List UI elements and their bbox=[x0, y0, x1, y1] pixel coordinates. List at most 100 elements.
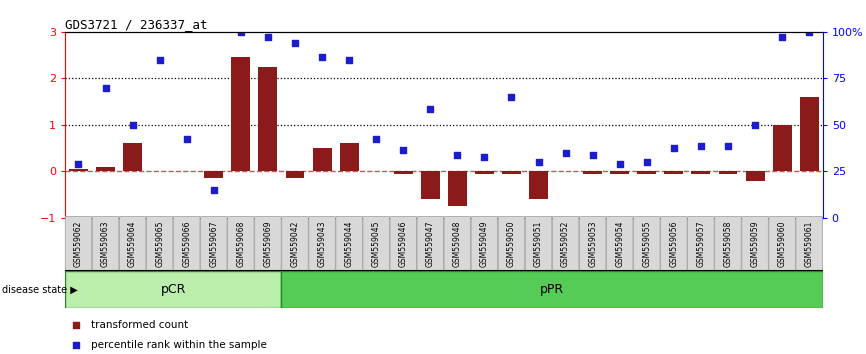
Text: transformed count: transformed count bbox=[92, 320, 189, 330]
Point bbox=[234, 29, 248, 35]
Text: GSM559060: GSM559060 bbox=[778, 220, 786, 267]
Bar bbox=[231, 57, 250, 171]
FancyBboxPatch shape bbox=[255, 217, 281, 271]
FancyBboxPatch shape bbox=[471, 217, 498, 271]
Text: GSM559054: GSM559054 bbox=[615, 220, 624, 267]
Text: GSM559047: GSM559047 bbox=[426, 220, 435, 267]
FancyBboxPatch shape bbox=[363, 217, 390, 271]
Point bbox=[450, 152, 464, 158]
Bar bbox=[719, 171, 738, 173]
Point bbox=[342, 57, 356, 63]
Point bbox=[613, 161, 627, 167]
Bar bbox=[583, 171, 602, 173]
FancyBboxPatch shape bbox=[417, 217, 443, 271]
Bar bbox=[637, 171, 656, 173]
Bar bbox=[529, 171, 548, 199]
FancyBboxPatch shape bbox=[688, 217, 714, 271]
Text: GSM559063: GSM559063 bbox=[101, 220, 110, 267]
Text: GSM559043: GSM559043 bbox=[318, 220, 326, 267]
Point bbox=[180, 136, 194, 142]
FancyBboxPatch shape bbox=[553, 217, 578, 271]
Point bbox=[126, 122, 139, 128]
Point bbox=[397, 148, 410, 153]
Bar bbox=[691, 171, 710, 173]
Text: GSM559053: GSM559053 bbox=[588, 220, 598, 267]
Text: GSM559056: GSM559056 bbox=[669, 220, 678, 267]
Text: GSM559065: GSM559065 bbox=[155, 220, 165, 267]
Text: GSM559046: GSM559046 bbox=[398, 220, 408, 267]
FancyBboxPatch shape bbox=[714, 217, 741, 271]
Point bbox=[532, 159, 546, 165]
Text: GSM559059: GSM559059 bbox=[751, 220, 759, 267]
Point bbox=[69, 342, 83, 348]
Point bbox=[261, 34, 275, 39]
Point bbox=[477, 154, 491, 160]
FancyBboxPatch shape bbox=[281, 217, 308, 271]
FancyBboxPatch shape bbox=[742, 217, 768, 271]
Point bbox=[775, 34, 789, 39]
Text: GSM559069: GSM559069 bbox=[263, 220, 273, 267]
Text: GSM559067: GSM559067 bbox=[210, 220, 218, 267]
Point bbox=[423, 106, 437, 112]
FancyBboxPatch shape bbox=[444, 217, 470, 271]
Bar bbox=[65, 271, 281, 308]
FancyBboxPatch shape bbox=[146, 217, 173, 271]
Text: GSM559052: GSM559052 bbox=[561, 220, 570, 267]
Bar bbox=[394, 171, 413, 173]
Text: GSM559050: GSM559050 bbox=[507, 220, 516, 267]
Point bbox=[559, 150, 572, 155]
FancyBboxPatch shape bbox=[228, 217, 254, 271]
Text: pPR: pPR bbox=[540, 283, 564, 296]
Text: GSM559058: GSM559058 bbox=[723, 220, 733, 267]
FancyBboxPatch shape bbox=[309, 217, 335, 271]
FancyBboxPatch shape bbox=[498, 217, 525, 271]
Point bbox=[721, 143, 735, 149]
Bar bbox=[746, 171, 765, 181]
FancyBboxPatch shape bbox=[606, 217, 633, 271]
Point bbox=[369, 136, 383, 142]
FancyBboxPatch shape bbox=[65, 217, 92, 271]
Bar bbox=[448, 171, 467, 206]
Bar bbox=[475, 171, 494, 173]
Point bbox=[505, 94, 519, 100]
Text: GSM559066: GSM559066 bbox=[182, 220, 191, 267]
FancyBboxPatch shape bbox=[173, 217, 200, 271]
Bar bbox=[96, 167, 115, 171]
Bar bbox=[664, 171, 683, 173]
Text: GSM559068: GSM559068 bbox=[236, 220, 245, 267]
Bar bbox=[313, 148, 332, 171]
Bar bbox=[339, 143, 359, 171]
Bar bbox=[772, 125, 792, 171]
Point bbox=[288, 41, 302, 46]
Point bbox=[315, 55, 329, 60]
Point bbox=[694, 143, 708, 149]
FancyBboxPatch shape bbox=[120, 217, 145, 271]
Text: GSM559044: GSM559044 bbox=[345, 220, 353, 267]
Bar bbox=[204, 171, 223, 178]
FancyBboxPatch shape bbox=[201, 217, 227, 271]
Text: GSM559048: GSM559048 bbox=[453, 220, 462, 267]
Point bbox=[585, 152, 599, 158]
FancyBboxPatch shape bbox=[769, 217, 795, 271]
FancyBboxPatch shape bbox=[93, 217, 119, 271]
FancyBboxPatch shape bbox=[579, 217, 606, 271]
Text: GSM559064: GSM559064 bbox=[128, 220, 137, 267]
Text: percentile rank within the sample: percentile rank within the sample bbox=[92, 340, 268, 350]
Bar bbox=[69, 169, 88, 171]
Bar bbox=[281, 271, 823, 308]
Point bbox=[748, 122, 762, 128]
Text: GSM559057: GSM559057 bbox=[696, 220, 706, 267]
Point bbox=[802, 29, 816, 35]
Text: GSM559055: GSM559055 bbox=[643, 220, 651, 267]
Text: GDS3721 / 236337_at: GDS3721 / 236337_at bbox=[65, 18, 208, 31]
Bar bbox=[123, 143, 142, 171]
Point bbox=[667, 145, 681, 151]
Bar bbox=[502, 171, 521, 173]
Point bbox=[99, 85, 113, 91]
Text: GSM559061: GSM559061 bbox=[805, 220, 814, 267]
Text: GSM559045: GSM559045 bbox=[372, 220, 381, 267]
FancyBboxPatch shape bbox=[634, 217, 660, 271]
Point bbox=[69, 322, 83, 328]
Bar bbox=[799, 97, 818, 171]
Bar bbox=[611, 171, 630, 173]
